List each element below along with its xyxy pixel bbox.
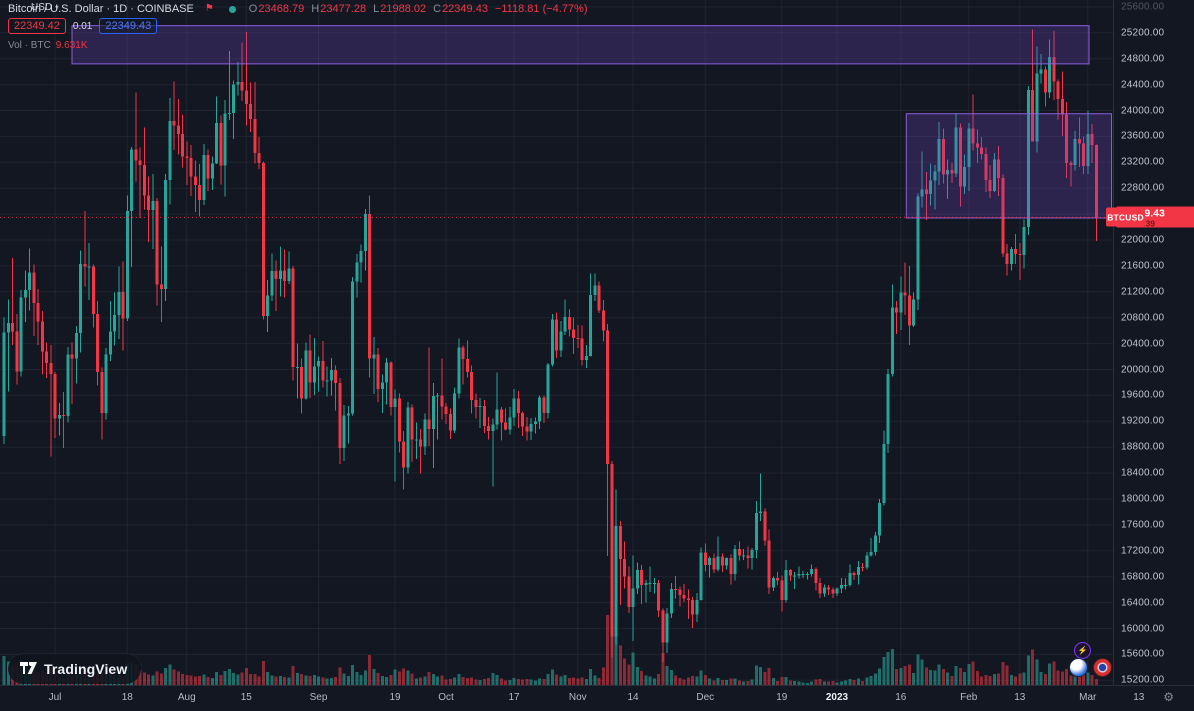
price-axis-label: 20000.00: [1121, 364, 1165, 375]
spread-value: 0.01: [72, 20, 93, 32]
time-axis-label: 16: [895, 692, 907, 703]
candlesticks: [2, 29, 1098, 663]
currency-selector[interactable]: USD ▾: [28, 2, 62, 13]
price-axis-label: 25600.00: [1121, 1, 1165, 13]
time-axis-label: 19: [389, 692, 401, 703]
time-axis-label: 2023: [825, 692, 849, 703]
gear-icon[interactable]: ⚙: [1163, 690, 1174, 704]
time-axis-label: 18: [121, 692, 133, 703]
volume-indicator-value: 9.631K: [55, 39, 88, 51]
price-axis-label: 19200.00: [1121, 415, 1165, 427]
price-axis-label: 21600.00: [1121, 260, 1165, 272]
time-axis-label: 19: [776, 692, 788, 703]
price-axis-label: 16800.00: [1121, 571, 1165, 583]
open-value: 23468.79: [258, 3, 305, 15]
time-axis-label: Jul: [48, 692, 62, 703]
price-axis-label: 17200.00: [1121, 545, 1165, 557]
realtime-status-icon: [228, 5, 236, 13]
price-axis-label: 24000.00: [1121, 105, 1165, 116]
volume-bars: [2, 595, 1098, 686]
tradingview-logo-text: TradingView: [44, 661, 128, 677]
price-axis-label: 19600.00: [1121, 389, 1165, 401]
time-axis-label: Nov: [568, 692, 587, 703]
close-value: 22349.43: [442, 3, 488, 15]
sell-bid-button[interactable]: 22349.42: [8, 18, 66, 34]
time-axis-label: Feb: [960, 692, 978, 703]
tradingview-logo[interactable]: TradingView: [8, 654, 142, 684]
flag-icon[interactable]: ⚑: [204, 3, 214, 14]
price-axis-label: 15200.00: [1121, 674, 1165, 686]
low-value: 21988.02: [380, 3, 427, 15]
time-axis-label: 17: [508, 692, 520, 703]
time-axis-label: Mar: [1079, 692, 1097, 703]
time-axis-label: Aug: [177, 692, 196, 703]
price-axis-label: 24800.00: [1121, 53, 1165, 65]
drawing-rectangles[interactable]: [71, 25, 1113, 219]
price-axis-label: 16400.00: [1121, 597, 1165, 609]
price-range-drawing[interactable]: [71, 25, 1090, 65]
price-axis-label: 16000.00: [1121, 623, 1165, 634]
price-axis-label: 18400.00: [1121, 467, 1165, 479]
price-axis-label: 22800.00: [1121, 182, 1165, 194]
price-axis-label: 22000.00: [1121, 234, 1165, 246]
price-axis-label: 20400.00: [1121, 338, 1165, 350]
price-range-drawing[interactable]: [905, 113, 1113, 219]
time-axis-label: Dec: [696, 692, 715, 703]
volume-indicator-label[interactable]: Vol · BTC: [8, 39, 51, 51]
price-axis-label: 21200.00: [1121, 286, 1165, 298]
tradingview-logo-icon: [20, 661, 37, 674]
price-axis-label: 18800.00: [1121, 441, 1165, 453]
time-axis-label: Oct: [438, 692, 454, 703]
price-axis-label: 17600.00: [1121, 519, 1165, 531]
price-axis[interactable]: 25600.00 25200.00 24800.00 24400.00 24000.00…: [1113, 0, 1194, 686]
buy-ask-button[interactable]: 22349.43: [99, 18, 158, 34]
price-axis-label: 20800.00: [1121, 312, 1165, 324]
time-axis-label: 14: [627, 692, 639, 703]
high-value: 23477.28: [320, 3, 367, 15]
price-axis-label: 25200.00: [1121, 27, 1165, 39]
time-axis-label: Sep: [309, 692, 328, 703]
time-axis-label: 15: [240, 692, 252, 703]
symbol-title[interactable]: Bitcoin / U.S. Dollar · 1D · COINBASE: [8, 3, 194, 15]
badge-blue-icon[interactable]: [1069, 658, 1088, 677]
price-axis-label: 23600.00: [1121, 130, 1165, 142]
symbol-price-tag[interactable]: BTCUSD: [1106, 207, 1145, 227]
time-axis-label: 13: [1133, 692, 1145, 703]
ohlc-readout: O23468.79 H23477.28 L21988.02 C22349.43 …: [248, 3, 588, 15]
price-axis-label: 23200.00: [1121, 156, 1165, 168]
price-axis-label: 15600.00: [1121, 648, 1165, 660]
time-axis[interactable]: ⚙ Jul 18 Aug 15 Sep 19 Oct 17 Nov 14 Dec 19 2023 16 Fe…: [0, 685, 1194, 711]
time-axis-label: 13: [1014, 692, 1026, 703]
change-value: −1118.81 (−4.77%): [494, 3, 588, 15]
price-axis-label: 18000.00: [1121, 493, 1165, 505]
badge-red-icon[interactable]: [1093, 658, 1112, 677]
lightning-icon[interactable]: ⚡: [1074, 642, 1091, 659]
chevron-down-icon: ▾: [54, 3, 59, 12]
price-axis-label: 24400.00: [1121, 79, 1165, 91]
